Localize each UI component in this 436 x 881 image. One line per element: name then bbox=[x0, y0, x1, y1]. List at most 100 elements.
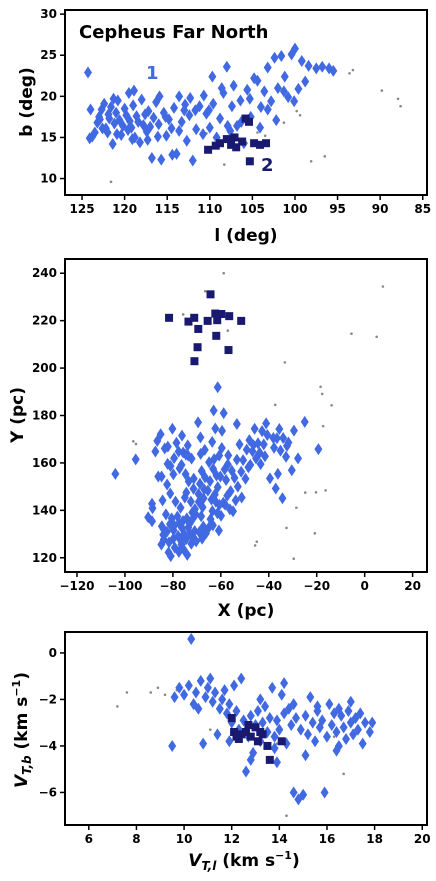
field-star-point bbox=[381, 285, 385, 288]
group-1-point bbox=[294, 82, 303, 95]
group-1-point bbox=[170, 452, 179, 465]
group-1-point bbox=[127, 121, 136, 134]
group-1-point bbox=[163, 478, 172, 491]
field-star-point bbox=[149, 691, 153, 694]
group-1-point bbox=[278, 492, 287, 505]
group-1-point bbox=[275, 723, 284, 736]
group-1-point bbox=[201, 691, 210, 704]
group-1-point bbox=[332, 744, 341, 757]
group-1-point bbox=[271, 482, 280, 495]
group-1-point bbox=[325, 698, 334, 711]
panel-tangential-velocity: VT,l (km s−1) VT,b (km s−1) 6 8 10 12 14 16 18… bbox=[10, 631, 431, 873]
x-tick-label: 85 bbox=[414, 202, 431, 216]
group-1-point bbox=[151, 445, 160, 458]
group-1-point bbox=[261, 700, 270, 713]
group-1-point bbox=[177, 429, 186, 442]
group-1-point bbox=[246, 458, 255, 471]
field-star-point bbox=[285, 814, 288, 817]
group-1-point bbox=[224, 449, 233, 462]
group-1-point bbox=[180, 688, 189, 701]
group-1-point bbox=[162, 129, 171, 142]
group-1-point bbox=[265, 472, 274, 485]
group-2-point bbox=[234, 734, 243, 743]
field-star-point bbox=[295, 109, 298, 113]
group-1-point bbox=[204, 104, 213, 117]
group-1-point bbox=[137, 93, 146, 106]
group-1-point bbox=[198, 128, 207, 141]
field-star-point bbox=[330, 404, 333, 407]
group-1-point bbox=[170, 101, 179, 114]
group-1-point bbox=[263, 61, 272, 74]
field-star-point bbox=[292, 557, 296, 561]
group-1-point bbox=[208, 519, 217, 532]
group-1-point bbox=[289, 786, 298, 799]
group-1-point bbox=[128, 133, 137, 146]
group-1-point bbox=[156, 428, 165, 441]
field-star-point bbox=[332, 735, 336, 738]
group-1-point bbox=[120, 102, 129, 115]
group-1-point bbox=[190, 503, 199, 516]
group-2-point bbox=[253, 737, 262, 746]
group-2-point bbox=[237, 316, 246, 325]
field-star-point bbox=[321, 424, 325, 428]
data-marks bbox=[83, 42, 402, 184]
group-1-point bbox=[170, 691, 179, 704]
group-1-point bbox=[301, 709, 310, 722]
group-2-point bbox=[194, 324, 203, 333]
group-1-point bbox=[155, 90, 164, 103]
group-1-point bbox=[273, 82, 282, 95]
x-tick-label: 0 bbox=[360, 579, 368, 593]
group-1-point bbox=[199, 737, 208, 750]
group-1-point bbox=[226, 485, 235, 498]
group-1-point bbox=[182, 486, 191, 499]
x-tick-label: 95 bbox=[329, 202, 346, 216]
group-1-point bbox=[86, 103, 95, 116]
group-1-point bbox=[318, 714, 327, 727]
group-1-point bbox=[192, 123, 201, 136]
group-1-point bbox=[279, 85, 288, 98]
field-star-point bbox=[222, 271, 226, 275]
field-star-point bbox=[253, 544, 257, 547]
group-1-point bbox=[216, 470, 225, 483]
group-1-point bbox=[185, 109, 194, 122]
group-1-point bbox=[208, 70, 217, 83]
group-2-point bbox=[245, 157, 254, 166]
group-1-point bbox=[196, 431, 205, 444]
field-star-point bbox=[295, 506, 298, 510]
plot-frame bbox=[64, 631, 428, 826]
group-1-point bbox=[199, 89, 208, 102]
y-tick-label: 25 bbox=[40, 48, 57, 62]
group-1-point bbox=[270, 730, 279, 743]
group-1-point bbox=[236, 94, 245, 107]
field-star-point bbox=[263, 134, 267, 138]
group-1-point bbox=[297, 54, 306, 67]
group-1-point bbox=[135, 136, 144, 149]
group-1-point bbox=[272, 714, 281, 727]
group-1-point bbox=[229, 505, 238, 518]
group-1-point bbox=[314, 443, 323, 456]
group-1-point bbox=[95, 113, 104, 126]
group-1-point bbox=[253, 705, 262, 718]
group-1-point bbox=[339, 721, 348, 734]
group-1-point bbox=[186, 91, 195, 104]
data-marks bbox=[111, 271, 385, 563]
x-tick-label: −120 bbox=[59, 579, 94, 593]
group-2-point bbox=[190, 313, 199, 322]
group-1-point bbox=[356, 707, 365, 720]
x-axis-label: VT,l (km s−1) bbox=[188, 849, 300, 873]
group-1-point bbox=[196, 674, 205, 687]
group-1-point bbox=[306, 691, 315, 704]
group-1-point bbox=[161, 508, 170, 521]
group-1-point bbox=[280, 677, 289, 690]
group-2-point bbox=[230, 727, 239, 736]
group-1-point bbox=[277, 50, 286, 63]
group-1-point bbox=[242, 765, 250, 778]
group-1-point bbox=[260, 450, 269, 463]
group-1-point bbox=[209, 404, 218, 417]
field-star-point bbox=[255, 540, 259, 543]
group-1-point bbox=[342, 732, 351, 745]
x-tick-label: 105 bbox=[240, 202, 265, 216]
field-star-point bbox=[282, 121, 286, 124]
group-1-point bbox=[239, 454, 248, 467]
group-2-point bbox=[238, 137, 247, 146]
